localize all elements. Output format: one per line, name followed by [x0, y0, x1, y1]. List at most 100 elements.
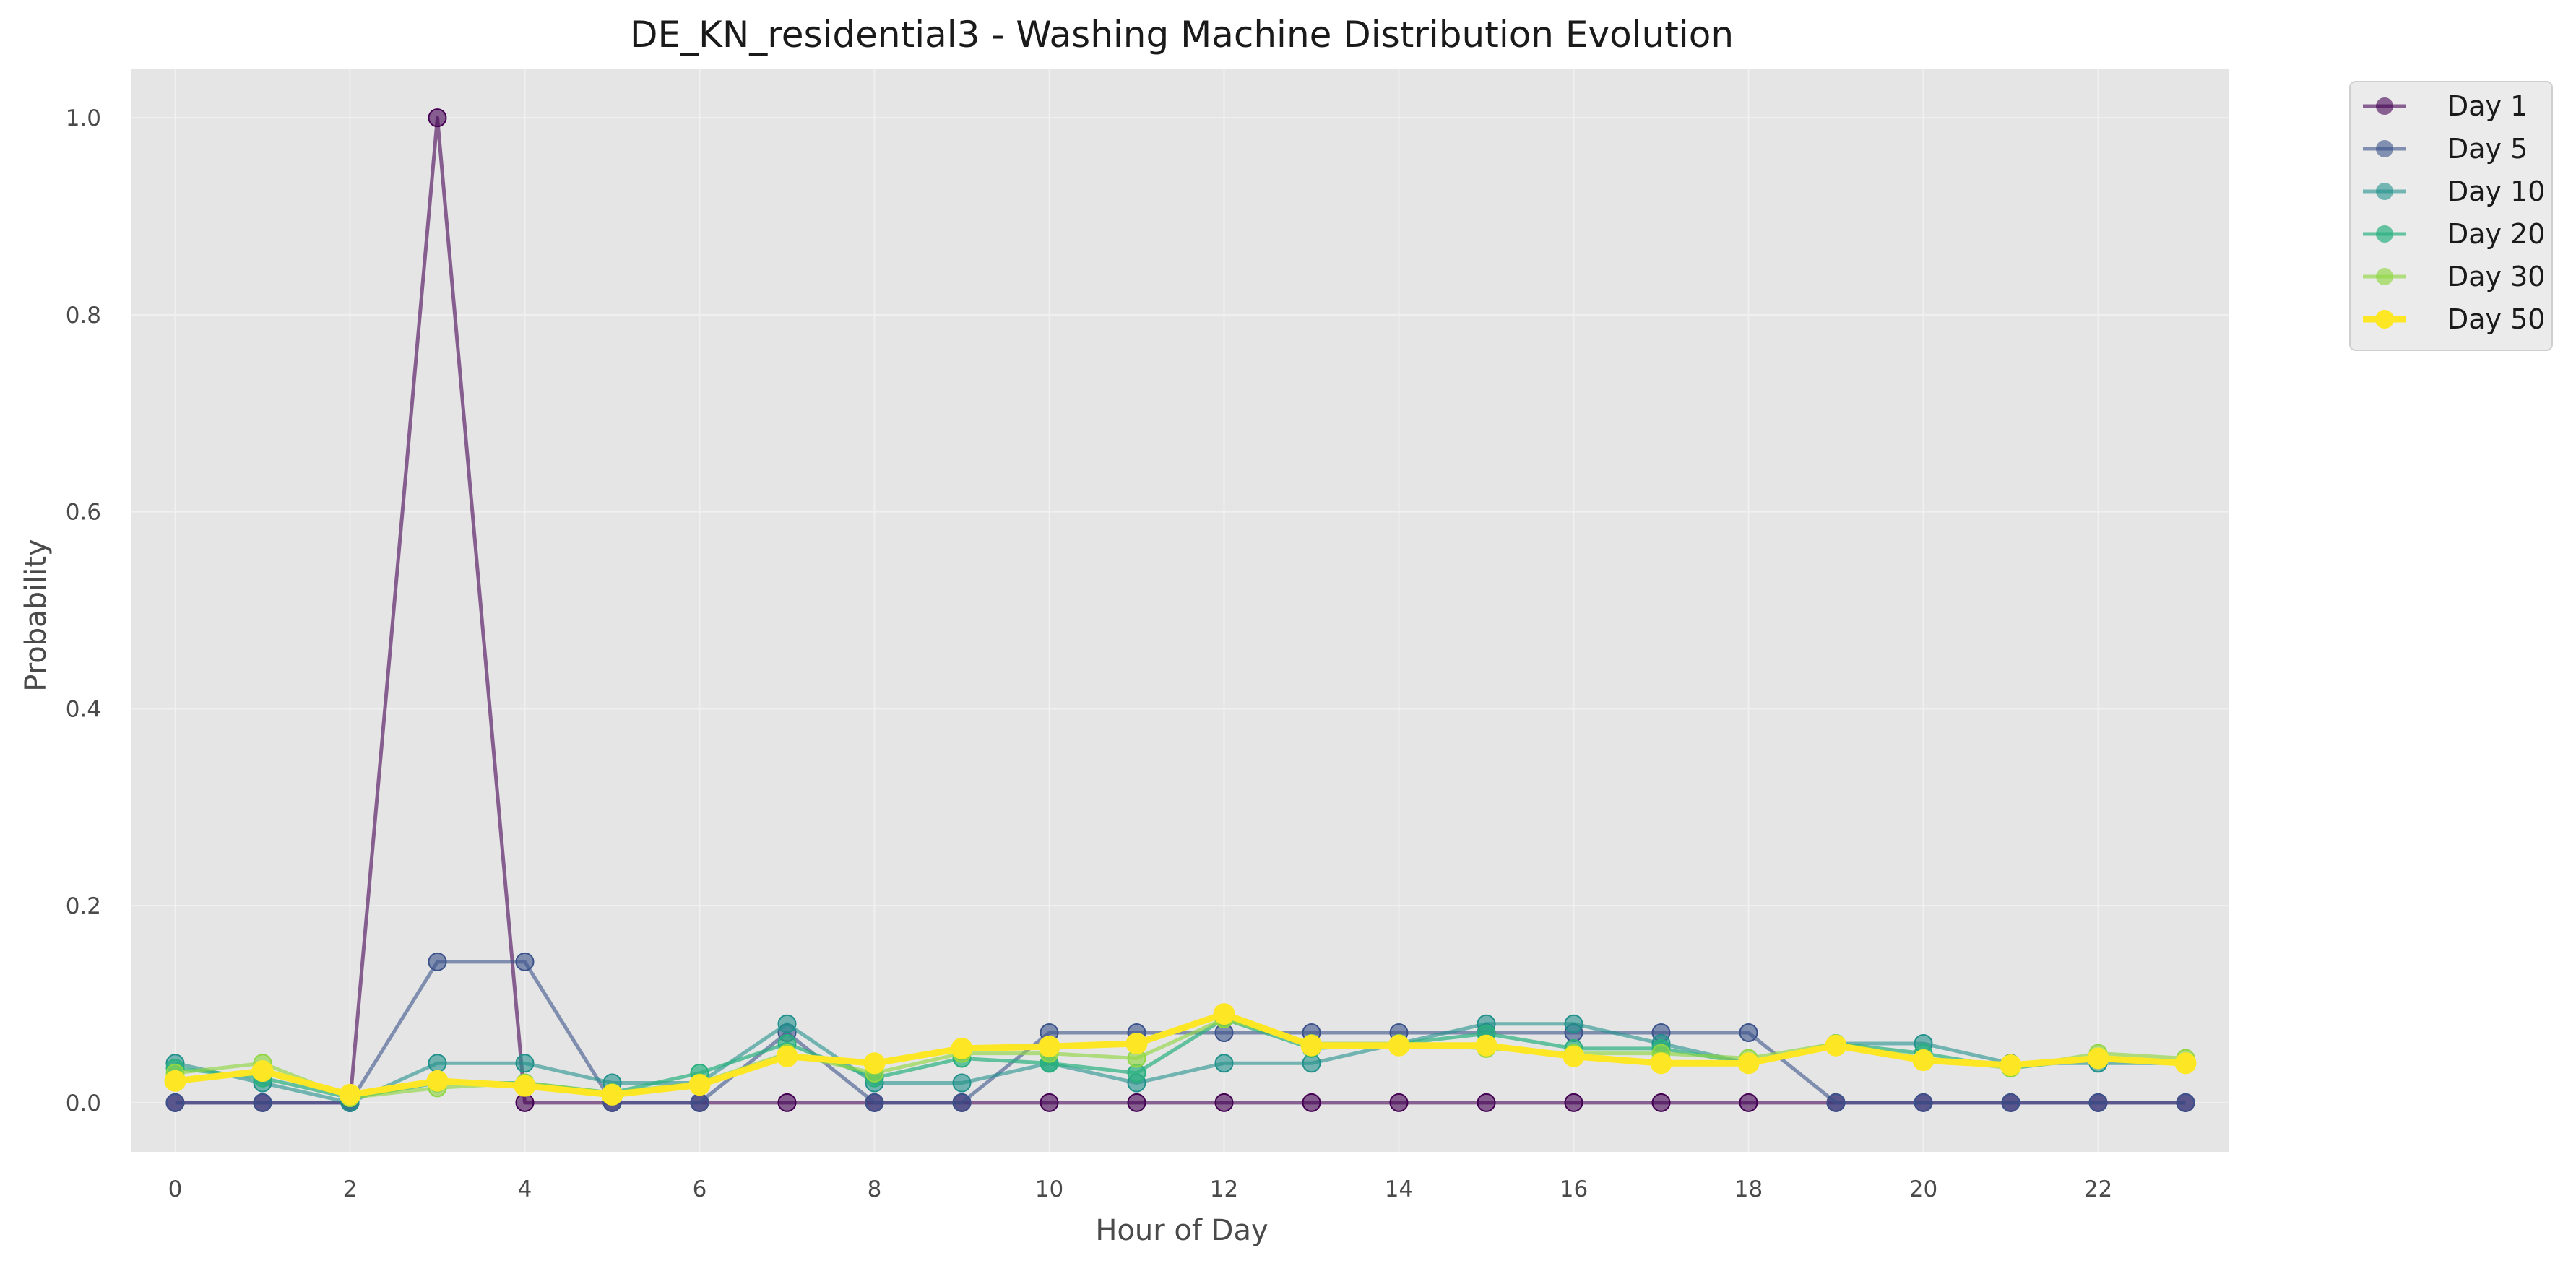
data-point — [1125, 1033, 1148, 1054]
legend-swatch-marker — [2376, 140, 2393, 157]
x-tick-label: 0 — [168, 1176, 183, 1202]
data-point — [515, 952, 535, 971]
y-tick-label: 0.4 — [66, 696, 101, 722]
series-line — [175, 960, 2186, 1105]
data-point — [1040, 1093, 1059, 1112]
data-point — [1739, 1023, 1758, 1042]
data-point — [514, 1075, 536, 1097]
data-point — [2001, 1093, 2020, 1112]
data-point — [1739, 1093, 1758, 1112]
data-point — [165, 1093, 185, 1112]
data-point — [1912, 1049, 1935, 1072]
legend-swatch-marker — [2376, 268, 2393, 285]
y-axis-label: Probability — [20, 539, 53, 691]
series-line — [174, 1010, 2186, 1098]
data-point — [1214, 1093, 1234, 1112]
legend: Day 1 Day 5 Day 10 Day 20 Day 30 Day 50 — [2349, 81, 2553, 351]
y-tick-label: 0.6 — [66, 500, 101, 526]
data-point — [1038, 1036, 1060, 1058]
data-point — [690, 1093, 709, 1112]
data-point — [601, 1083, 623, 1106]
x-tick-label: 22 — [2084, 1176, 2112, 1202]
x-tick-label: 6 — [693, 1176, 707, 1202]
legend-label: Day 10 — [2447, 175, 2545, 207]
legend-label: Day 1 — [2447, 90, 2528, 122]
x-axis-label: Hour of Day — [1095, 1214, 1268, 1247]
data-point — [777, 1014, 797, 1033]
data-point — [251, 1060, 274, 1083]
x-tick-label: 14 — [1385, 1176, 1413, 1202]
y-tick-label: 0.0 — [66, 1090, 101, 1116]
legend-swatch-marker — [2376, 183, 2393, 200]
data-point — [515, 1054, 535, 1073]
legend-label: Day 20 — [2447, 218, 2545, 250]
data-point — [2174, 1052, 2197, 1075]
data-point — [426, 1070, 449, 1092]
grid — [131, 69, 2229, 1152]
data-point — [164, 1070, 186, 1092]
data-point — [428, 952, 447, 971]
data-point — [1564, 1014, 1583, 1033]
data-point — [428, 108, 447, 128]
x-tick-label: 8 — [868, 1176, 882, 1202]
data-point — [428, 1054, 447, 1073]
data-point — [1477, 1093, 1496, 1112]
legend-item: Day 30 — [2363, 261, 2545, 292]
legend-label: Day 50 — [2447, 303, 2545, 335]
legend-label: Day 30 — [2447, 261, 2545, 292]
series-layer — [164, 108, 2197, 1112]
data-point — [1213, 1003, 1235, 1025]
legend-item: Day 5 — [2363, 133, 2528, 165]
data-point — [952, 1073, 972, 1093]
legend-label: Day 5 — [2447, 133, 2528, 165]
data-point — [1475, 1034, 1497, 1057]
legend-swatch-marker — [2376, 225, 2393, 243]
chart-title: DE_KN_residential3 - Washing Machine Dis… — [630, 14, 1734, 56]
data-point — [865, 1093, 884, 1112]
y-axis-ticks: 0.0 0.2 0.4 0.6 0.8 1.0 — [66, 105, 101, 1116]
legend-swatch-marker — [2376, 97, 2393, 115]
data-point — [952, 1093, 972, 1112]
data-point — [1914, 1093, 1933, 1112]
legend-item: Day 20 — [2363, 218, 2545, 250]
data-point — [1300, 1034, 1323, 1057]
x-tick-label: 20 — [1909, 1176, 1937, 1202]
data-point — [1651, 1093, 1671, 1112]
data-point — [1127, 1093, 1146, 1112]
y-tick-label: 1.0 — [66, 105, 101, 131]
legend-item: Day 1 — [2363, 90, 2528, 122]
y-tick-label: 0.2 — [66, 893, 101, 919]
data-point — [1564, 1093, 1583, 1112]
data-point — [1737, 1052, 1760, 1075]
data-point — [2000, 1054, 2022, 1076]
data-point — [688, 1074, 711, 1096]
data-point — [777, 1093, 797, 1112]
data-point — [951, 1037, 973, 1059]
x-tick-label: 16 — [1560, 1176, 1588, 1202]
legend-item: Day 10 — [2363, 175, 2545, 207]
data-point — [1388, 1034, 1410, 1057]
x-tick-label: 10 — [1035, 1176, 1063, 1202]
series-day-50 — [164, 1003, 2197, 1106]
x-tick-label: 18 — [1734, 1176, 1763, 1202]
data-point — [863, 1052, 886, 1075]
x-tick-label: 2 — [343, 1176, 358, 1202]
data-point — [253, 1093, 272, 1112]
data-point — [1302, 1093, 1321, 1112]
x-axis-ticks: 0 2 4 6 8 10 12 14 16 18 20 22 — [168, 1176, 2113, 1202]
x-tick-label: 4 — [518, 1176, 532, 1202]
data-point — [1825, 1034, 1847, 1057]
y-tick-label: 0.8 — [66, 303, 101, 329]
data-point — [1214, 1054, 1234, 1073]
data-point — [2176, 1093, 2195, 1112]
data-point — [2087, 1047, 2109, 1070]
data-point — [339, 1083, 361, 1106]
data-point — [776, 1045, 798, 1067]
data-point — [1826, 1093, 1846, 1112]
data-point — [1389, 1093, 1409, 1112]
x-tick-label: 12 — [1210, 1176, 1238, 1202]
legend-item: Day 50 — [2363, 303, 2545, 335]
data-point — [2088, 1093, 2108, 1112]
data-point — [1563, 1045, 1585, 1067]
